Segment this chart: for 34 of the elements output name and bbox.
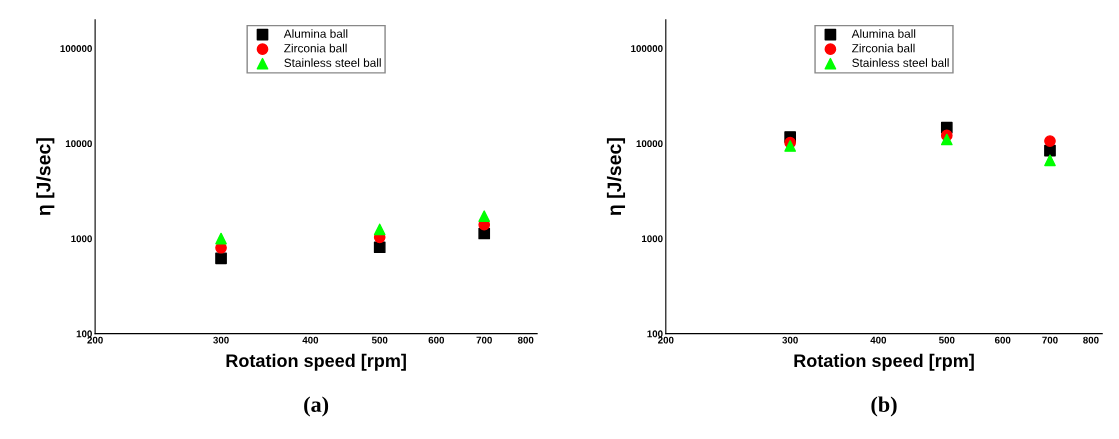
legend-label: Zirconia ball bbox=[852, 43, 915, 53]
x-tick-label: 700 bbox=[1042, 336, 1058, 344]
x-tick-label: 500 bbox=[371, 336, 388, 344]
x-tick-label: 700 bbox=[476, 336, 492, 344]
x-tick-label: 500 bbox=[938, 336, 955, 344]
y-tick-label: 100000 bbox=[631, 45, 663, 52]
x-tick-label: 400 bbox=[302, 336, 319, 344]
y-tick-label: 100000 bbox=[60, 45, 92, 52]
legend-label: Stainless steel ball bbox=[852, 58, 949, 67]
text: (a) bbox=[304, 396, 329, 417]
y-tick-label: 10000 bbox=[636, 140, 663, 148]
legend-label: Zirconia ball bbox=[284, 43, 347, 53]
y-tick-label: 10000 bbox=[65, 140, 92, 148]
legend-label: Alumina ball bbox=[283, 29, 348, 38]
x-tick-label: 300 bbox=[213, 336, 229, 344]
x-tick-label: 600 bbox=[994, 336, 1011, 344]
text: (b) bbox=[871, 396, 897, 417]
x-tick-label: 200 bbox=[658, 336, 674, 344]
y-tick-label: 100 bbox=[76, 330, 92, 338]
legend-label: Alumina ball bbox=[851, 29, 916, 38]
x-tick-label: 400 bbox=[870, 336, 887, 344]
x-tick-label: 800 bbox=[517, 336, 534, 344]
x-tick-label: 800 bbox=[1083, 336, 1099, 344]
x-tick-label: 600 bbox=[428, 336, 445, 344]
y-axis-title: η [J/sec] bbox=[606, 138, 626, 216]
y-tick-label: 1000 bbox=[71, 235, 92, 243]
y-axis-title: η [J/sec] bbox=[36, 138, 55, 216]
x-axis-title: Rotation speed [rpm] bbox=[794, 353, 974, 371]
x-axis-title: Rotation speed [rpm] bbox=[226, 353, 406, 371]
y-tick-label: 1000 bbox=[642, 235, 663, 243]
y-tick-label: 100 bbox=[647, 330, 663, 338]
x-tick-label: 200 bbox=[87, 336, 103, 344]
x-tick-label: 300 bbox=[782, 336, 798, 344]
legend-label: Stainless steel ball bbox=[284, 58, 381, 67]
